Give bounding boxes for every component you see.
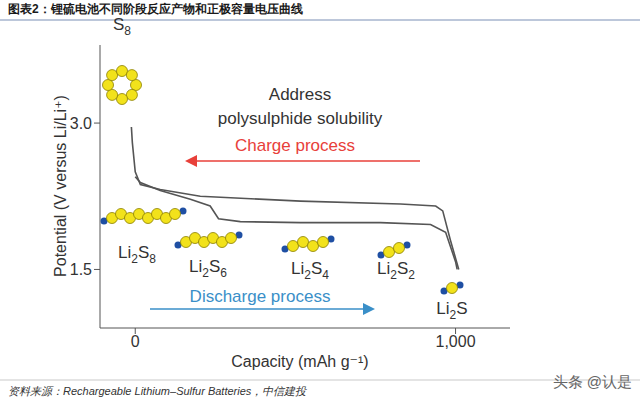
svg-text:Li2S4: Li2S4 [291,259,329,282]
svg-text:Capacity (mAh g⁻¹): Capacity (mAh g⁻¹) [231,353,368,370]
svg-text:图表2：锂硫电池不同阶段反应产物和正极容量电压曲线: 图表2：锂硫电池不同阶段反应产物和正极容量电压曲线 [8,2,303,16]
svg-text:Potential (V versus Li/Li⁺): Potential (V versus Li/Li⁺) [52,95,69,277]
svg-text:资料来源：Rechargeable Lithium–Sulf: 资料来源：Rechargeable Lithium–Sulfur Batteri… [8,385,307,397]
svg-text:Li2S6: Li2S6 [189,257,227,280]
svg-text:0: 0 [131,333,140,350]
svg-text:polysulphide solubility: polysulphide solubility [218,109,383,128]
svg-text:3.0: 3.0 [70,115,92,132]
svg-text:Address: Address [269,85,331,104]
svg-text:Discharge process: Discharge process [190,287,331,306]
svg-text:1,000: 1,000 [436,333,476,350]
svg-text:S8: S8 [113,15,131,38]
svg-text:Li2S2: Li2S2 [377,259,415,282]
svg-text:Charge process: Charge process [235,136,355,155]
svg-text:Li2S8: Li2S8 [118,243,156,266]
svg-text:Li2S: Li2S [436,299,467,322]
svg-text:1.5: 1.5 [70,261,92,278]
svg-text:头条 @认是: 头条 @认是 [553,373,632,390]
